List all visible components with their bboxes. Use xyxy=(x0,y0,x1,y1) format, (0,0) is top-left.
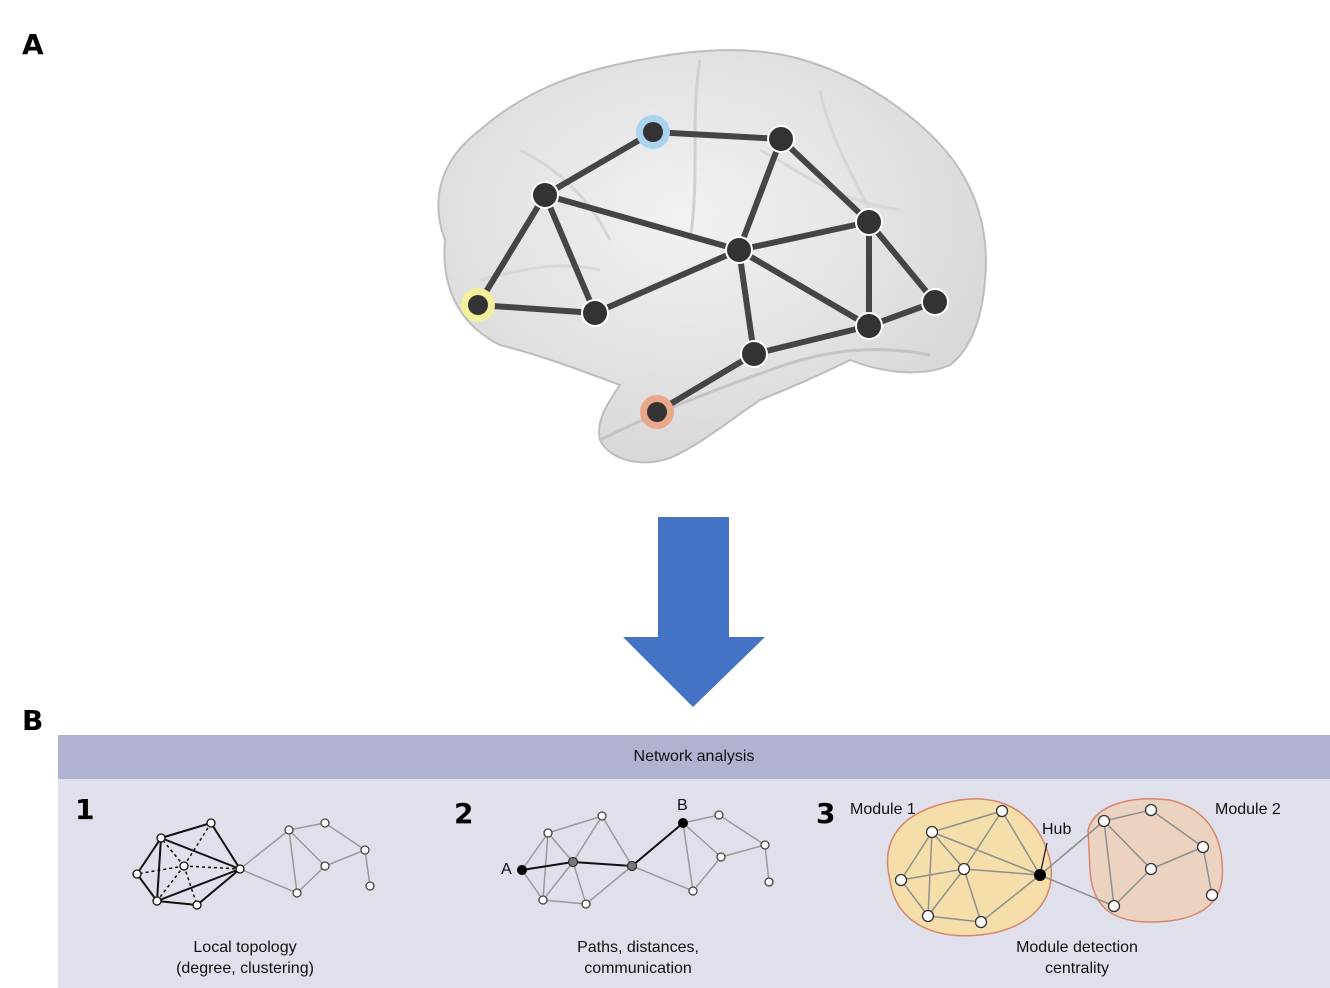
caption-line: (degree, clustering) xyxy=(176,960,314,977)
caption-line: Local topology xyxy=(193,939,297,956)
item-2-number: 2 xyxy=(454,797,474,830)
module-detection-graph xyxy=(886,798,1224,937)
edge xyxy=(751,323,872,357)
edge xyxy=(542,129,656,198)
node xyxy=(647,402,667,422)
item-1-number: 1 xyxy=(75,793,95,826)
node xyxy=(855,312,883,340)
edge xyxy=(736,247,757,357)
node xyxy=(921,288,949,316)
caption-line: communication xyxy=(584,960,692,977)
item-3-number: 3 xyxy=(816,797,836,830)
edge xyxy=(542,192,742,253)
caption-line: Paths, distances, xyxy=(577,939,699,956)
brain-network-nodes xyxy=(461,115,949,429)
edge xyxy=(650,129,784,142)
node xyxy=(855,208,883,236)
panel-a-label: A xyxy=(22,28,44,61)
node xyxy=(531,181,559,209)
edge xyxy=(542,192,598,316)
edge xyxy=(866,219,938,305)
edge xyxy=(778,136,872,225)
node xyxy=(468,295,488,315)
module-1-label: Module 1 xyxy=(850,801,916,818)
node-b-label: B xyxy=(677,797,688,814)
caption-line: centrality xyxy=(1044,960,1110,977)
local-topology-graph xyxy=(132,818,375,910)
edge xyxy=(654,351,757,415)
item-2-caption: Paths, distances, communication xyxy=(548,937,728,979)
item-3-caption: Module detection centrality xyxy=(987,937,1167,979)
down-arrow-icon xyxy=(623,517,765,707)
brain-silhouette xyxy=(437,49,987,464)
module-2-region xyxy=(1087,798,1224,923)
brain-network-edges xyxy=(475,129,938,415)
caption-line: Module detection xyxy=(1016,939,1138,956)
node xyxy=(581,299,609,327)
node xyxy=(740,340,768,368)
edge xyxy=(736,136,784,253)
node xyxy=(767,125,795,153)
paths-distances-graph xyxy=(517,810,774,909)
network-analysis-panel: Network analysis 1 xyxy=(58,735,1330,988)
edge xyxy=(475,192,548,308)
node xyxy=(725,236,753,264)
edge xyxy=(592,247,742,316)
node xyxy=(643,122,663,142)
hub-node xyxy=(1034,869,1046,881)
panel-b-label: B xyxy=(22,704,44,737)
edge xyxy=(736,247,872,329)
item-1-caption: Local topology (degree, clustering) xyxy=(155,937,335,979)
brain-network-figure xyxy=(437,49,987,464)
edge xyxy=(736,219,872,253)
edge xyxy=(475,302,598,316)
module-2-label: Module 2 xyxy=(1215,801,1281,818)
network-analysis-title: Network analysis xyxy=(58,735,1330,779)
hub-label: Hub xyxy=(1042,821,1072,838)
node-a-label: A xyxy=(501,861,512,878)
